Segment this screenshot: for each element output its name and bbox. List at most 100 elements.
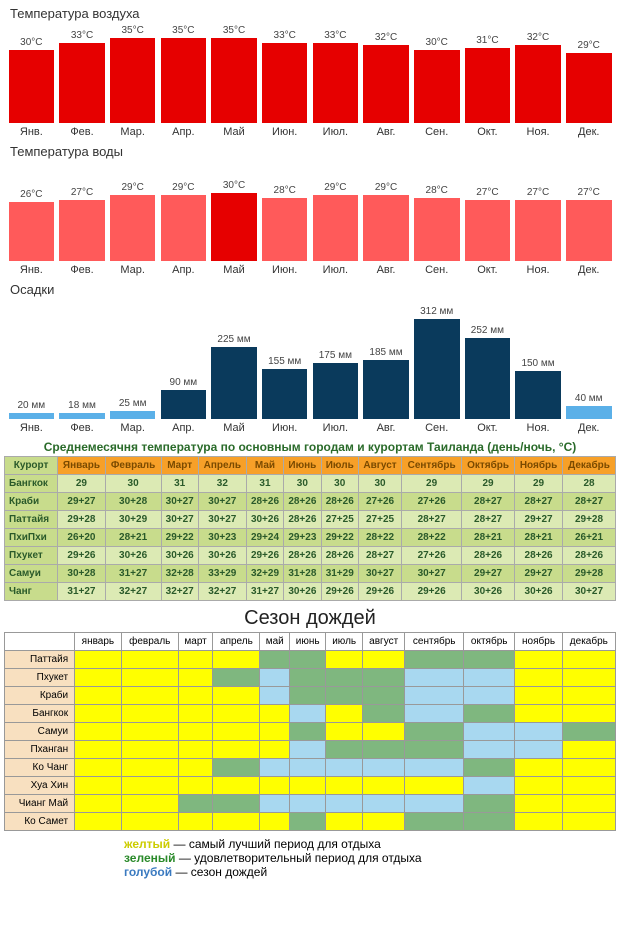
x-label: Окт. — [462, 126, 513, 138]
x-label: Июл. — [310, 422, 361, 434]
bar-value-label: 175 мм — [319, 350, 352, 361]
temp-table-cell: 30 — [284, 475, 321, 493]
temp-table-cell: 33+29 — [198, 565, 246, 583]
bar-value-label: 30°C — [20, 37, 42, 48]
x-label: Окт. — [462, 264, 513, 276]
x-label: Янв. — [6, 422, 57, 434]
bar-value-label: 27°C — [527, 187, 549, 198]
rain-table-month-header: май — [260, 633, 290, 651]
rain-table-cell — [121, 723, 178, 741]
bar-col: 29°C — [361, 161, 412, 261]
bar-value-label: 225 мм — [217, 334, 250, 345]
rain-table-cell — [326, 795, 363, 813]
rain-table-month-header: сентябрь — [405, 633, 464, 651]
rain-table-cell — [260, 669, 290, 687]
bar — [414, 319, 460, 419]
temp-table-title: Среднемесячня температура по основным го… — [4, 440, 616, 454]
bar — [262, 369, 308, 419]
rain-table-cell — [178, 651, 213, 669]
x-label: Янв. — [6, 126, 57, 138]
rain-table-cell — [75, 741, 122, 759]
bar — [515, 45, 561, 123]
rain-table-cell — [178, 759, 213, 777]
rain-table-cell — [562, 669, 615, 687]
bar — [313, 43, 359, 123]
bar-col: 27°C — [462, 161, 513, 261]
rain-table-cell — [290, 651, 326, 669]
temp-table-month-header: Февраль — [105, 457, 161, 475]
temp-table-cell: 31+27 — [246, 583, 283, 601]
rain-table-cell — [260, 759, 290, 777]
rain-table-cell — [362, 705, 405, 723]
temp-table-cell: 28+27 — [358, 547, 401, 565]
bar-col: 252 мм — [462, 299, 513, 419]
bar-col: 25 мм — [107, 299, 158, 419]
temp-table-row-label: Краби — [5, 493, 58, 511]
rain-table-cell — [515, 777, 562, 795]
rain-table-row-label: Самуи — [5, 723, 75, 741]
legend-key: голубой — [124, 865, 172, 879]
bar-value-label: 33°C — [324, 30, 346, 41]
water-temp-xaxis: Янв.Фев.Мар.Апр.МайИюн.Июл.Авг.Сен.Окт.Н… — [4, 264, 616, 276]
rain-table-cell — [121, 777, 178, 795]
temp-table-month-header: Март — [161, 457, 198, 475]
temp-table-cell: 29+22 — [321, 529, 358, 547]
temp-table-cell: 29 — [402, 475, 462, 493]
temp-table-month-header: Апрель — [198, 457, 246, 475]
bar — [9, 50, 55, 123]
rain-table-cell — [362, 777, 405, 795]
bar-value-label: 40 мм — [575, 393, 603, 404]
rain-table-cell — [405, 651, 464, 669]
bar-value-label: 33°C — [274, 30, 296, 41]
temp-table-cell: 30+27 — [402, 565, 462, 583]
rain-table-cell — [405, 687, 464, 705]
rain-table-cell — [213, 777, 260, 795]
temp-table-cell: 30+27 — [563, 583, 616, 601]
bar — [211, 347, 257, 419]
rain-table-row-label: Бангкок — [5, 705, 75, 723]
bar — [59, 200, 105, 261]
bar — [59, 43, 105, 123]
rain-table-cell — [463, 705, 514, 723]
temp-table-cell: 29 — [58, 475, 106, 493]
temp-table-cell: 29+28 — [58, 511, 106, 529]
bar-value-label: 29°C — [172, 182, 194, 193]
rain-table-cell — [362, 759, 405, 777]
temp-table-cell: 31+27 — [58, 583, 106, 601]
temp-table-cell: 28+26 — [563, 547, 616, 565]
temp-table-month-header: Август — [358, 457, 401, 475]
rain-table-cell — [75, 813, 122, 831]
bar-col: 175 мм — [310, 299, 361, 419]
rain-table-cell — [290, 723, 326, 741]
temp-table-row-label: Паттайя — [5, 511, 58, 529]
rain-table-cell — [405, 813, 464, 831]
rain-table-cell — [515, 813, 562, 831]
temp-table-cell: 28+26 — [462, 547, 515, 565]
bar-col: 30°C — [411, 23, 462, 123]
rain-table-cell — [362, 723, 405, 741]
bar — [363, 195, 409, 261]
temp-table-row-label: Самуи — [5, 565, 58, 583]
rain-table-month-header: июль — [326, 633, 363, 651]
temp-table-cell: 27+26 — [402, 547, 462, 565]
bar-value-label: 28°C — [274, 185, 296, 196]
temp-table-cell: 28+21 — [462, 529, 515, 547]
rain-table-cell — [290, 813, 326, 831]
temp-table-cell: 30+26 — [515, 583, 563, 601]
rain-table-cell — [178, 687, 213, 705]
temp-table-cell: 29+22 — [161, 529, 198, 547]
bar-value-label: 26°C — [20, 189, 42, 200]
rain-table-cell — [260, 777, 290, 795]
legend-key: зеленый — [124, 851, 176, 865]
rain-table-cell — [121, 741, 178, 759]
rain-table-row-label: Ко Самет — [5, 813, 75, 831]
bar-col: 35°C — [158, 23, 209, 123]
temp-table-cell: 28+26 — [284, 493, 321, 511]
rain-table-cell — [405, 705, 464, 723]
temp-table-cell: 29+27 — [515, 565, 563, 583]
temp-table-cell: 28+26 — [515, 547, 563, 565]
bar-col: 33°C — [57, 23, 108, 123]
bar-col: 90 мм — [158, 299, 209, 419]
temp-table-cell: 30+27 — [358, 565, 401, 583]
temp-table-month-header: Октябрь — [462, 457, 515, 475]
